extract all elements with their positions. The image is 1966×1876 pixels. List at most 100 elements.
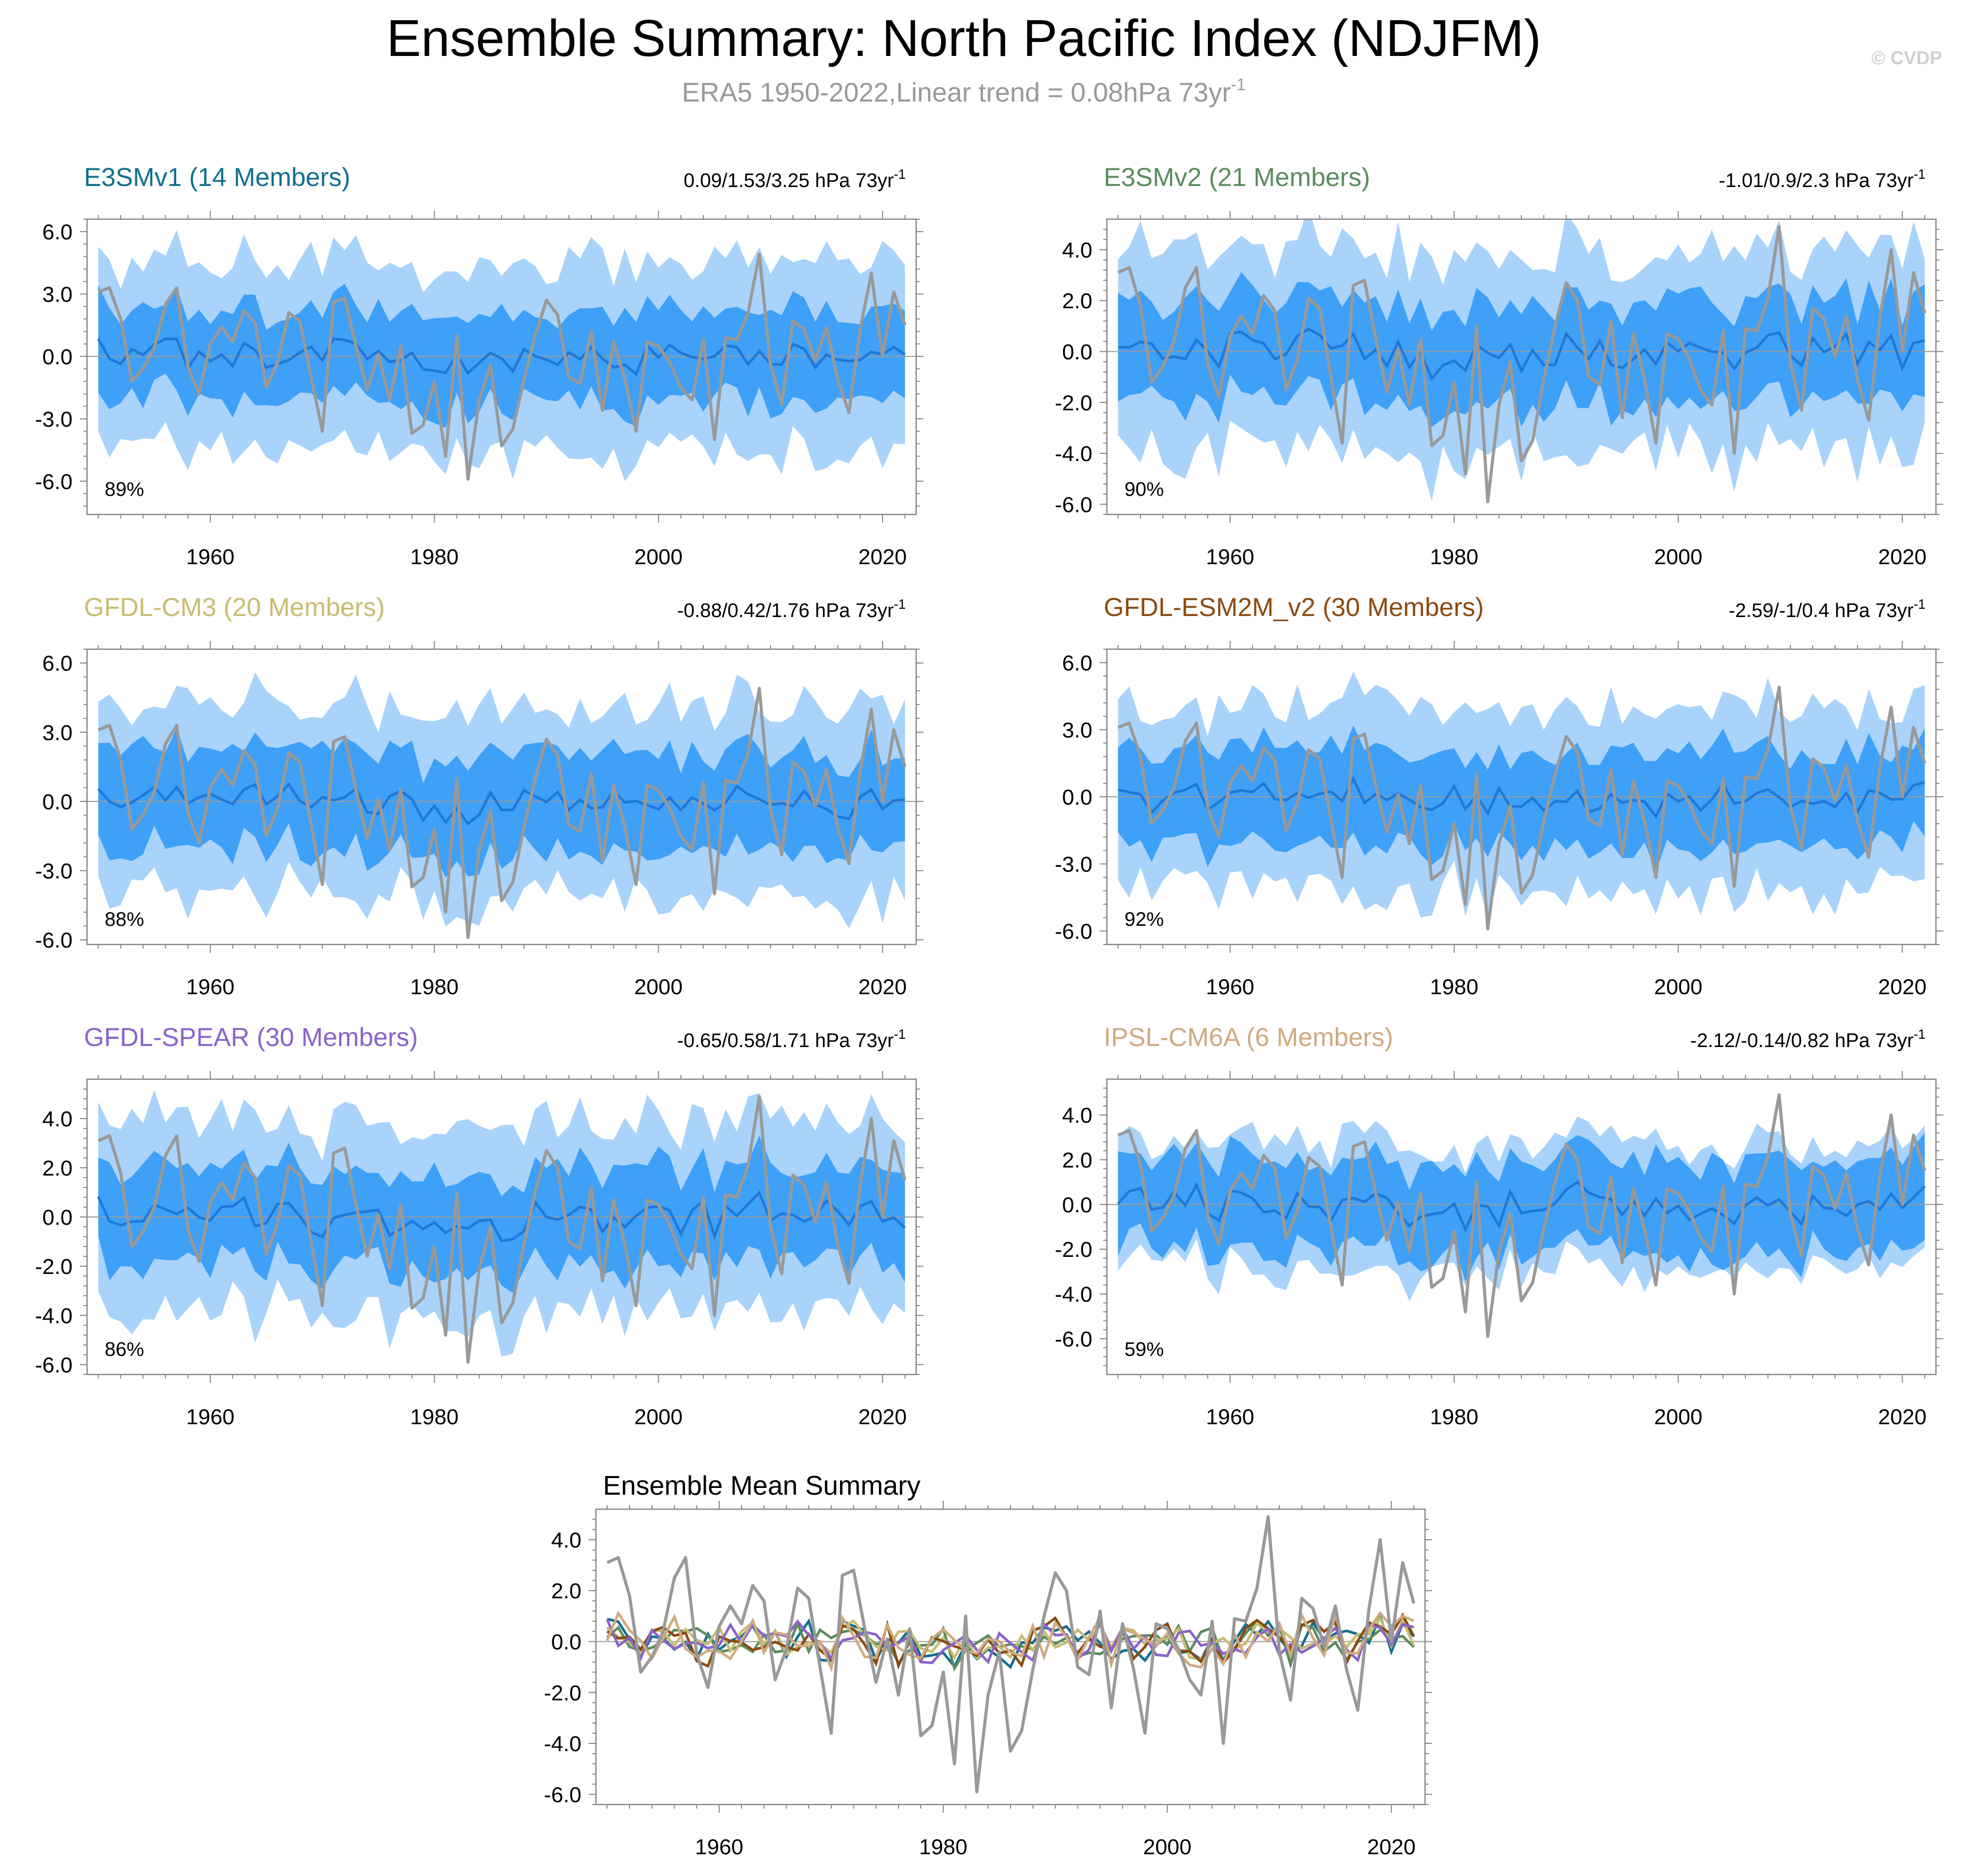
y-tick-label: -3.0 <box>35 407 73 431</box>
trend-value: -1.01/0.9/2.3 hPa 73yr <box>1719 170 1914 192</box>
x-tick-label: 2000 <box>1654 975 1702 999</box>
y-tick-label: 3.0 <box>1062 718 1092 742</box>
plot-area <box>596 1515 1425 1794</box>
panel-trend: -0.88/0.42/1.76 hPa 73yr-1 <box>677 596 906 622</box>
observation-line <box>97 686 907 939</box>
x-tick-label: 1980 <box>1430 545 1478 569</box>
y-tick-label: -3.0 <box>35 859 73 883</box>
trend-unit-exponent: -1 <box>894 1026 906 1042</box>
x-tick-label: 2020 <box>858 975 906 999</box>
x-tick-label: 1960 <box>1206 975 1254 999</box>
x-tick-label: 1960 <box>186 1405 234 1429</box>
y-tick-label: 4.0 <box>42 1107 73 1131</box>
page-subtitle: ERA5 1950-2022,Linear trend = 0.08hPa 73… <box>682 75 1246 108</box>
chart-panel-7: Ensemble Mean Summary 4.0 2.0 0.0 -2.0 -4.0 -6… <box>544 1471 1432 1859</box>
x-tick-label: 2000 <box>1654 1405 1702 1429</box>
pattern-correlation-percent: 88% <box>105 909 144 930</box>
observation-line <box>1117 685 1927 930</box>
y-tick-label: -6.0 <box>35 469 73 494</box>
x-tick-label: 2000 <box>1654 545 1702 569</box>
y-tick-label: 6.0 <box>1062 651 1092 675</box>
panel-name: IPSL-CM6A (6 Members) <box>1104 1023 1393 1052</box>
x-tick-label: 2000 <box>634 545 682 569</box>
y-tick-label: 2.0 <box>42 1156 73 1180</box>
y-tick-label: 2.0 <box>1062 289 1092 313</box>
trend-unit-exponent: -1 <box>894 596 906 612</box>
panel-name: E3SMv2 (21 Members) <box>1104 163 1370 192</box>
panel-trend: 0.09/1.53/3.25 hPa 73yr-1 <box>683 166 906 192</box>
trend-value: -2.59/-1/0.4 hPa 73yr <box>1729 600 1914 622</box>
plot-area <box>1107 219 1936 504</box>
x-tick-label: 1960 <box>695 1835 743 1859</box>
y-tick-label: -4.0 <box>35 1304 73 1328</box>
trend-value: -0.88/0.42/1.76 hPa 73yr <box>677 600 894 622</box>
x-tick-label: 1960 <box>1206 1405 1254 1429</box>
y-tick-label: 2.0 <box>1062 1148 1092 1172</box>
x-tick-label: 1980 <box>410 545 459 569</box>
ensemble-mean-title: Ensemble Mean Summary <box>603 1471 921 1501</box>
trend-value: 0.09/1.53/3.25 hPa 73yr <box>683 170 894 192</box>
observation-line <box>97 1095 907 1364</box>
pattern-correlation-percent: 92% <box>1124 909 1164 930</box>
y-tick-label: 3.0 <box>42 282 73 307</box>
y-tick-label: 6.0 <box>42 220 73 244</box>
trend-unit-exponent: -1 <box>1914 1026 1926 1042</box>
x-tick-label: 2020 <box>1878 1405 1926 1429</box>
pattern-correlation-percent: 59% <box>1124 1339 1164 1361</box>
x-tick-label: 2020 <box>1878 545 1926 569</box>
chart-panel-6: IPSL-CM6A (6 Members) -2.12/-0.14/0.82 hP… <box>1055 1023 1943 1429</box>
x-tick-label: 2000 <box>634 975 682 999</box>
plot-area <box>1107 1093 1936 1338</box>
trend-unit-exponent: -1 <box>894 166 906 182</box>
x-tick-label: 1980 <box>410 1405 459 1429</box>
chart-panel-5: GFDL-SPEAR (30 Members) -0.65/0.58/1.71 h… <box>35 1023 923 1429</box>
x-tick-label: 1980 <box>1430 975 1478 999</box>
chart-panel-4: GFDL-ESM2M_v2 (30 Members) -2.59/-1/0.4 h… <box>1055 593 1943 999</box>
y-tick-label: 0.0 <box>42 790 73 814</box>
y-tick-label: -6.0 <box>1055 492 1092 517</box>
x-tick-label: 1960 <box>1206 545 1254 569</box>
y-tick-label: 0.0 <box>1062 1193 1092 1217</box>
panel-name: E3SMv1 (14 Members) <box>84 163 350 192</box>
y-tick-label: -6.0 <box>35 928 73 952</box>
plot-area <box>1107 671 1936 930</box>
panel-trend: -2.59/-1/0.4 hPa 73yr-1 <box>1729 596 1926 622</box>
plot-area <box>87 230 916 481</box>
x-tick-label: 1960 <box>186 545 234 569</box>
y-tick-label: 4.0 <box>551 1528 581 1552</box>
y-tick-label: 4.0 <box>1062 238 1092 262</box>
observation-line <box>606 1515 1416 1794</box>
y-tick-label: 3.0 <box>42 720 73 744</box>
chart-panel-2: E3SMv2 (21 Members) -1.01/0.9/2.3 hPa 73y… <box>1055 163 1943 569</box>
x-tick-label: 2020 <box>1367 1835 1415 1859</box>
series-line-gfdl-cm3 <box>606 1615 1415 1661</box>
y-tick-label: -4.0 <box>544 1731 581 1756</box>
x-tick-label: 1980 <box>919 1835 967 1859</box>
x-tick-label: 1960 <box>186 975 234 999</box>
x-tick-label: 2020 <box>858 1405 906 1429</box>
watermark: © CVDP <box>1871 47 1942 68</box>
y-tick-label: -6.0 <box>1055 919 1092 943</box>
x-tick-label: 2020 <box>858 545 906 569</box>
observation-line <box>97 253 907 481</box>
panels: E3SMv1 (14 Members) 0.09/1.53/3.25 hPa 73… <box>35 163 1943 1859</box>
trend-value: -0.65/0.58/1.71 hPa 73yr <box>677 1030 894 1052</box>
x-tick-label: 1980 <box>410 975 459 999</box>
y-tick-label: 0.0 <box>1062 785 1092 809</box>
panel-name: GFDL-ESM2M_v2 (30 Members) <box>1104 593 1484 622</box>
chart-panel-1: E3SMv1 (14 Members) 0.09/1.53/3.25 hPa 73… <box>35 163 923 569</box>
y-tick-label: 2.0 <box>551 1579 581 1603</box>
chart-panel-3: GFDL-CM3 (20 Members) -0.88/0.42/1.76 hPa… <box>35 593 923 999</box>
x-tick-label: 1980 <box>1430 1405 1478 1429</box>
pattern-correlation-percent: 86% <box>105 1339 144 1361</box>
panel-trend: -2.12/-0.14/0.82 hPa 73yr-1 <box>1690 1026 1926 1052</box>
y-tick-label: -2.0 <box>35 1254 73 1279</box>
panel-trend: -0.65/0.58/1.71 hPa 73yr-1 <box>677 1026 906 1052</box>
pattern-correlation-percent: 89% <box>105 479 144 500</box>
y-tick-label: -3.0 <box>1055 852 1092 877</box>
panel-trend: -1.01/0.9/2.3 hPa 73yr-1 <box>1719 166 1926 192</box>
x-tick-label: 2000 <box>634 1405 682 1429</box>
y-tick-label: 4.0 <box>1062 1103 1092 1127</box>
y-tick-label: -4.0 <box>1055 441 1092 466</box>
